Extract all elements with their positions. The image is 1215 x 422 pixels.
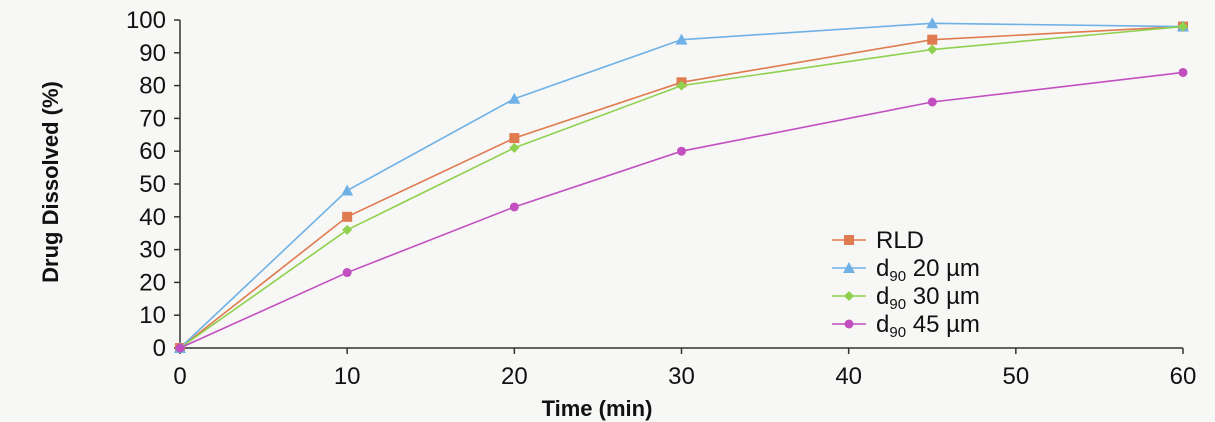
- x-axis-title: Time (min): [542, 396, 653, 421]
- axes: [179, 20, 1183, 349]
- data-point: [677, 146, 686, 156]
- x-tick-label: 40: [835, 363, 862, 390]
- legend-label: d90 20 µm: [876, 255, 980, 285]
- y-tick-label: 20: [139, 269, 166, 296]
- data-point: [675, 33, 688, 45]
- legend-marker: [844, 319, 854, 329]
- y-tick-label: 100: [126, 7, 166, 34]
- y-tick-label: 40: [139, 204, 166, 231]
- y-tick-label: 50: [139, 171, 166, 198]
- y-tick-label: 80: [139, 73, 166, 100]
- data-point: [927, 97, 937, 107]
- legend-item: d90 45 µm: [832, 311, 980, 341]
- series-line: [179, 25, 1184, 349]
- y-axis-ticks: 0 10 20 30 40 50 60 70 80 90 100: [126, 7, 180, 362]
- x-tick-label: 10: [334, 363, 361, 390]
- data-point: [1178, 67, 1188, 77]
- series-line: [179, 71, 1184, 349]
- data-point: [509, 133, 520, 144]
- series-line: [179, 22, 1184, 349]
- legend-item: d90 20 µm: [832, 255, 980, 285]
- data-point: [342, 211, 353, 222]
- x-tick-label: 20: [501, 363, 528, 390]
- series-line: [179, 25, 1184, 349]
- y-tick-label: 30: [139, 237, 166, 264]
- data-point: [342, 268, 352, 278]
- series-layer: [174, 17, 1189, 353]
- series-2: [175, 21, 1188, 353]
- legend-item: d90 30 µm: [832, 283, 980, 313]
- series-0: [175, 21, 1188, 353]
- series-3: [175, 67, 1188, 353]
- x-tick-label: 50: [1002, 363, 1029, 390]
- x-tick-label: 0: [173, 363, 186, 390]
- y-tick-label: 70: [139, 105, 166, 132]
- x-tick-label: 30: [668, 363, 695, 390]
- data-point: [1178, 21, 1188, 32]
- y-tick-label: 0: [153, 335, 166, 362]
- legend-label: d90 30 µm: [876, 283, 980, 313]
- data-point: [342, 224, 353, 235]
- legend-marker: [844, 235, 854, 245]
- data-point: [341, 184, 354, 196]
- y-tick-label: 90: [139, 40, 166, 67]
- legend-label: RLD: [876, 227, 924, 254]
- x-tick-label: 60: [1170, 363, 1197, 390]
- legend-marker: [843, 262, 855, 273]
- x-axis-ticks: 0 10 20 30 40 50 60: [173, 348, 1196, 390]
- y-tick-label: 10: [139, 302, 166, 329]
- legend-marker: [844, 291, 854, 301]
- data-point: [509, 142, 520, 153]
- legend-label: d90 45 µm: [876, 311, 980, 341]
- data-point: [508, 92, 521, 104]
- data-point: [927, 34, 938, 45]
- legend-item: RLD: [832, 227, 924, 254]
- data-point: [927, 44, 938, 55]
- y-axis-title: Drug Dissolved (%): [38, 81, 63, 283]
- data-point: [676, 80, 687, 91]
- series-1: [174, 17, 1189, 353]
- data-point: [175, 343, 185, 353]
- y-tick-label: 60: [139, 138, 166, 165]
- data-point: [926, 17, 939, 29]
- data-point: [509, 202, 519, 212]
